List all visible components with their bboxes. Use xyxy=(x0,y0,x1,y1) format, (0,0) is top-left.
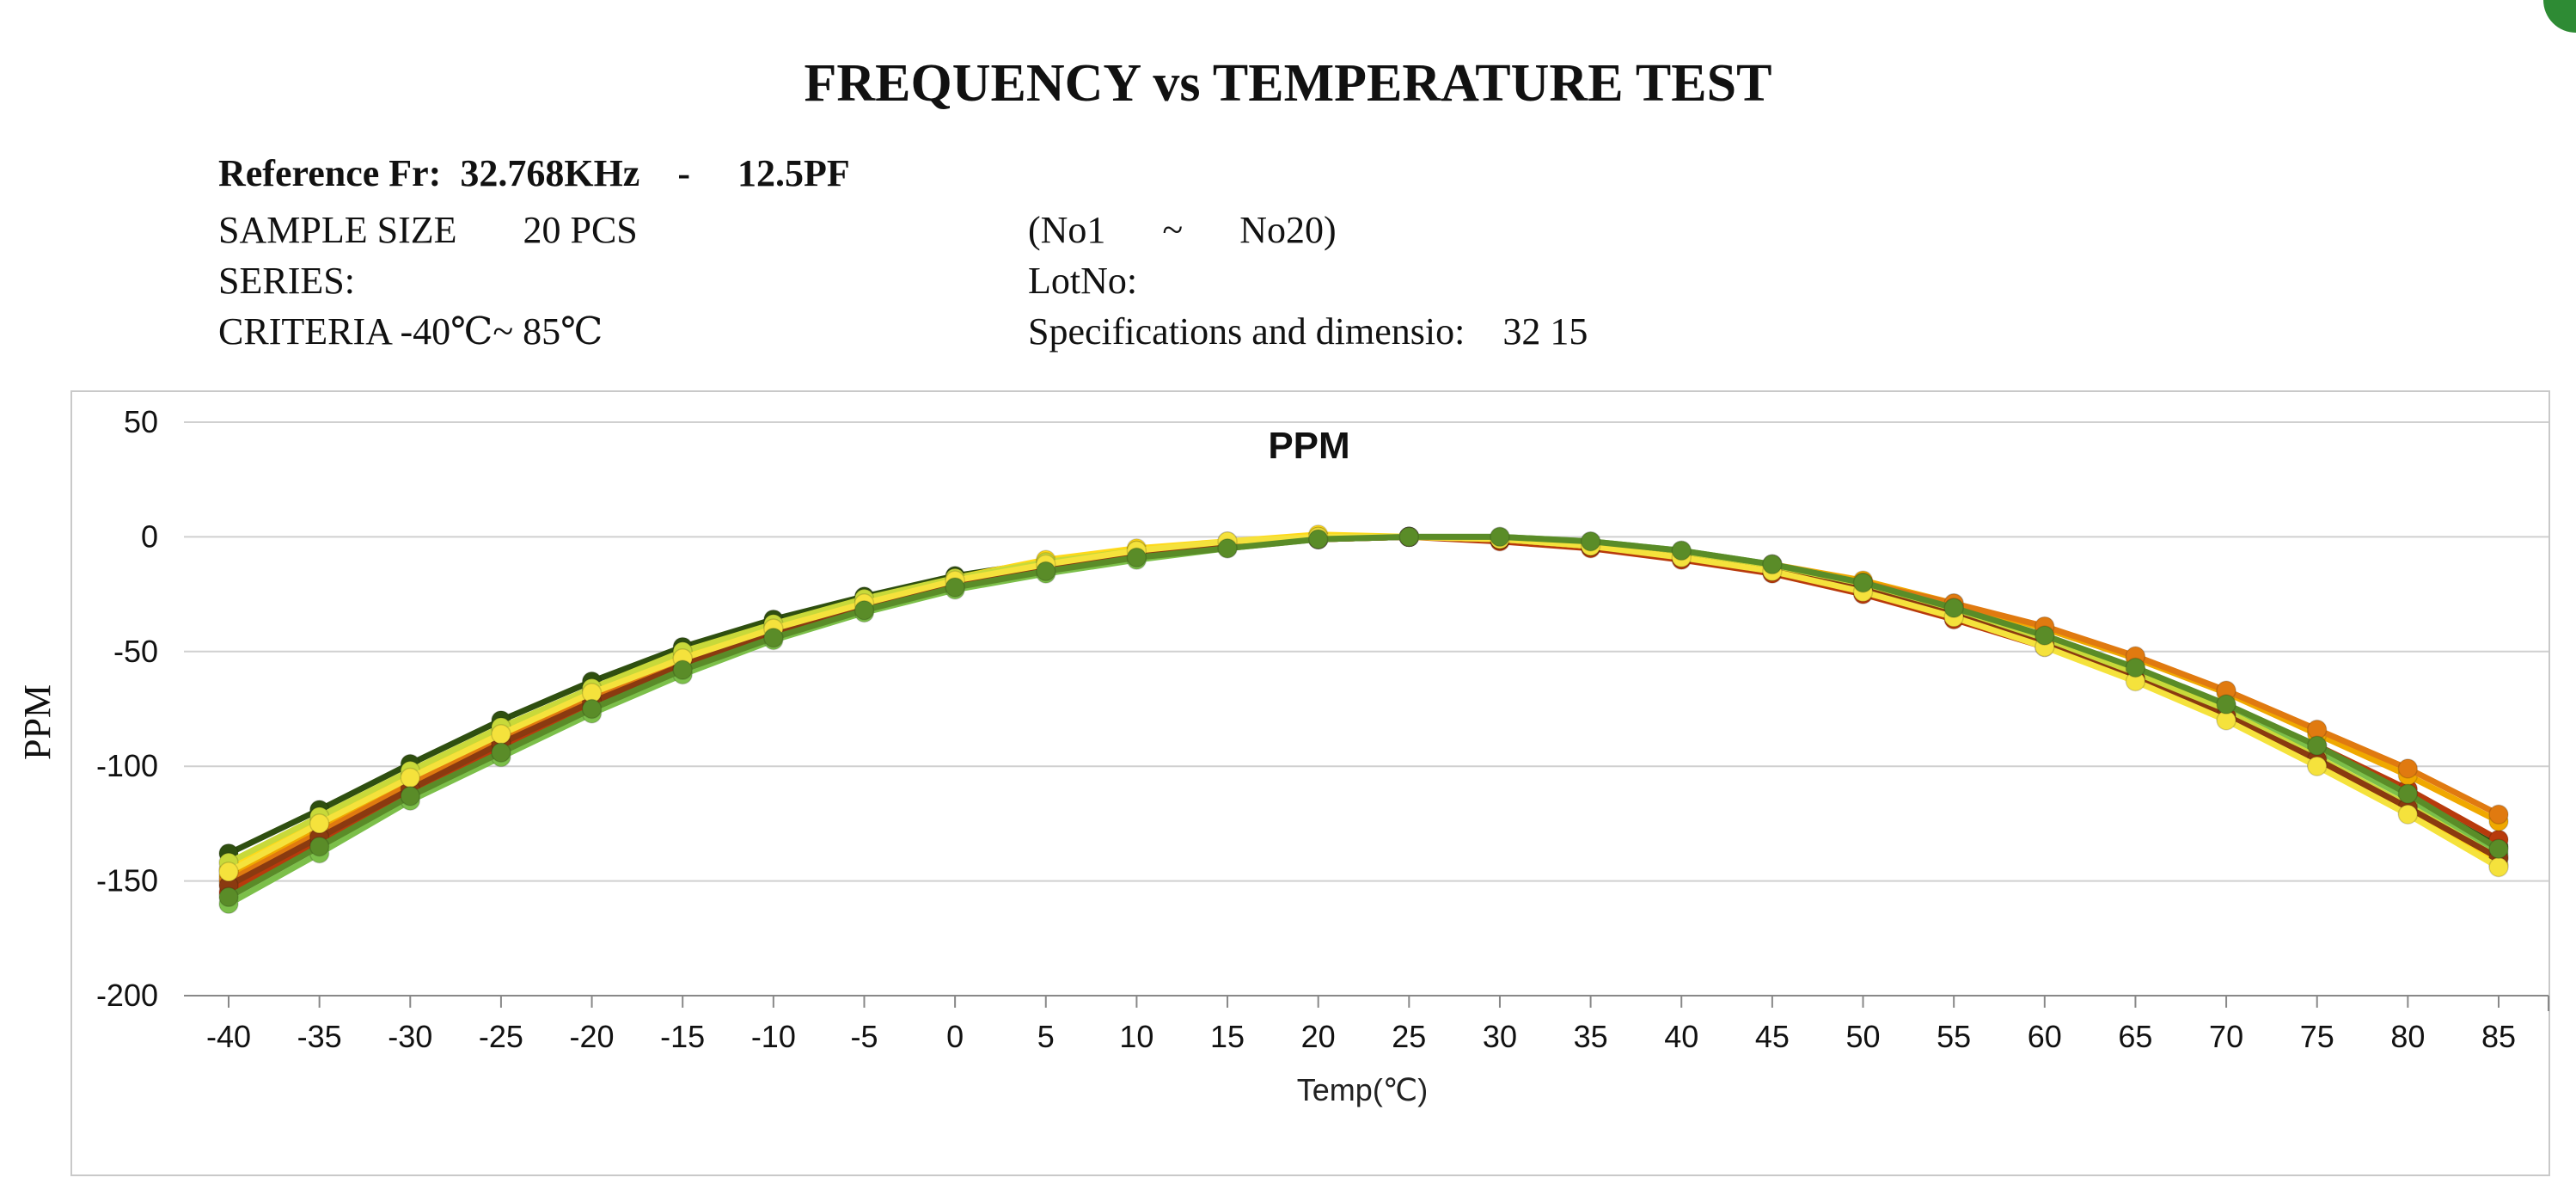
x-tick-label: -20 xyxy=(570,1019,615,1054)
x-tick-label: -30 xyxy=(388,1019,432,1054)
data-point xyxy=(1490,526,1510,548)
data-point xyxy=(1762,554,1783,575)
x-tick-label: -15 xyxy=(660,1019,705,1054)
data-point xyxy=(854,600,875,621)
data-point xyxy=(1217,537,1238,559)
data-point xyxy=(1580,530,1601,552)
data-point xyxy=(1307,529,1329,549)
data-point xyxy=(1398,526,1420,548)
data-point xyxy=(491,742,511,763)
series-line xyxy=(225,533,2502,889)
sample-size: SAMPLE SIZE 20 PCS xyxy=(218,209,638,251)
series-label: SERIES: xyxy=(218,260,355,302)
y-tick-label: 0 xyxy=(141,518,158,554)
page-title: FREQUENCY vs TEMPERATURE TEST xyxy=(804,54,1772,113)
lot-number: LotNo: xyxy=(1028,260,1138,302)
data-point xyxy=(2488,804,2509,825)
x-tick-label: 60 xyxy=(2028,1019,2062,1054)
data-point xyxy=(2125,657,2146,678)
series-7 xyxy=(218,526,2509,874)
sample-range: (No1 ~ No20) xyxy=(1028,209,1337,251)
data-point xyxy=(672,659,693,680)
x-tick-label: 55 xyxy=(1937,1019,1971,1054)
x-tick-label: 70 xyxy=(2209,1019,2243,1054)
data-point xyxy=(309,813,330,834)
x-tick-label: -35 xyxy=(297,1019,342,1054)
chart-axes: 500-50-100-150-200-40 -35 -30 -25 -20 -15 -10-… xyxy=(96,404,2549,1054)
data-point xyxy=(2397,758,2419,779)
data-point xyxy=(2306,735,2328,756)
data-point xyxy=(400,786,421,806)
criteria: CRITERIA -40℃~ 85℃ xyxy=(218,310,603,353)
reference-frequency: Reference Fr: 32.768KHz - 12.5PF xyxy=(218,152,850,194)
x-tick-label: 40 xyxy=(1664,1019,1698,1054)
series-line xyxy=(225,533,2502,900)
data-point xyxy=(1943,598,1964,618)
data-point xyxy=(581,698,603,720)
data-point xyxy=(2397,783,2419,804)
chart-grid xyxy=(184,421,2548,997)
data-point xyxy=(2216,694,2236,714)
data-point xyxy=(309,836,330,857)
y-tick-label: 50 xyxy=(124,404,158,439)
x-tick-label: 65 xyxy=(2118,1019,2152,1054)
series-line xyxy=(225,533,2502,866)
series-line xyxy=(225,533,2502,875)
x-tick-label: -5 xyxy=(850,1019,878,1054)
data-point xyxy=(218,862,239,882)
y-axis-title: PPM xyxy=(16,684,58,760)
x-tick-label: 45 xyxy=(1755,1019,1790,1054)
series-line xyxy=(225,533,2502,880)
data-point xyxy=(763,628,784,648)
x-axis-title: Temp(℃) xyxy=(1297,1072,1428,1107)
chart-series xyxy=(218,524,2509,915)
data-point xyxy=(2397,804,2419,825)
x-tick-label: 5 xyxy=(1037,1019,1055,1054)
x-tick-label: 15 xyxy=(1210,1019,1245,1054)
series-9 xyxy=(218,526,2509,882)
series-line xyxy=(225,533,2502,885)
x-tick-label: 0 xyxy=(946,1019,964,1054)
data-point xyxy=(491,724,511,745)
y-tick-label: -100 xyxy=(96,748,158,783)
y-tick-label: -200 xyxy=(96,978,158,1013)
data-point xyxy=(1126,547,1147,568)
x-tick-label: -25 xyxy=(479,1019,523,1054)
y-tick-label: -150 xyxy=(96,863,158,898)
x-tick-label: 75 xyxy=(2300,1019,2334,1054)
x-tick-label: 10 xyxy=(1119,1019,1153,1054)
data-point xyxy=(218,886,239,908)
x-tick-label: -10 xyxy=(751,1019,796,1054)
data-point xyxy=(1036,561,1056,582)
x-tick-label: 20 xyxy=(1301,1019,1336,1054)
x-tick-label: 80 xyxy=(2390,1019,2425,1054)
x-tick-label: 30 xyxy=(1483,1019,1517,1054)
x-tick-label: 35 xyxy=(1574,1019,1608,1054)
data-point xyxy=(2488,856,2509,878)
data-point xyxy=(1671,540,1692,561)
x-tick-label: 85 xyxy=(2481,1019,2516,1054)
data-point xyxy=(2306,756,2328,776)
x-tick-label: 25 xyxy=(1392,1019,1426,1054)
data-point xyxy=(400,767,421,788)
x-tick-label: -40 xyxy=(206,1019,251,1054)
y-tick-label: -50 xyxy=(113,634,158,669)
data-point xyxy=(2034,625,2055,646)
specifications: Specifications and dimensio: 32 15 xyxy=(1028,310,1588,353)
chart-frame xyxy=(70,390,2550,1176)
data-point xyxy=(2488,838,2509,859)
data-point xyxy=(945,577,965,598)
series-10 xyxy=(218,526,2509,908)
x-tick-label: 50 xyxy=(1845,1019,1880,1054)
data-point xyxy=(1852,573,1874,593)
chart-inner-title: PPM xyxy=(1268,425,1349,467)
